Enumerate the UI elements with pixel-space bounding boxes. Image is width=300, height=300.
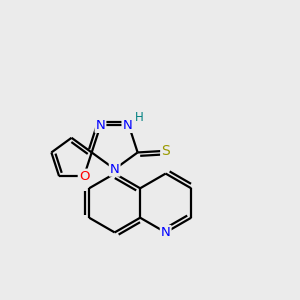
Text: N: N xyxy=(110,163,119,176)
Text: O: O xyxy=(79,170,89,183)
Text: N: N xyxy=(96,119,105,132)
Text: H: H xyxy=(135,111,143,124)
Text: N: N xyxy=(122,119,132,132)
Text: S: S xyxy=(161,144,170,158)
Text: N: N xyxy=(161,226,170,239)
